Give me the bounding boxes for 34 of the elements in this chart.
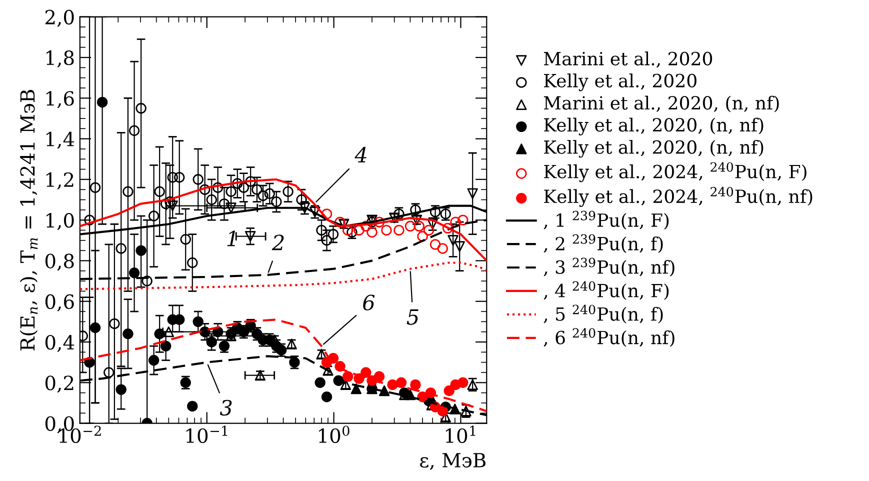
legend-label: , 3 $^{239}$Pu(n, nf) bbox=[544, 258, 674, 276]
annotation: 5 bbox=[406, 309, 418, 325]
y-tick-label: 1,4 bbox=[46, 132, 74, 149]
x-tick-label: 10$^{1}$ bbox=[446, 426, 476, 444]
y-axis-title: R(E$_{n}$, ε), T$_{m}$ = 1,4241 МэВ bbox=[20, 90, 38, 350]
legend-label: Kelly et al., 2024, $^{240}$Pu(n, nf) bbox=[544, 186, 812, 207]
annotation: 3 bbox=[220, 400, 232, 416]
y-tick-label: 1,2 bbox=[46, 172, 74, 190]
legend-label: , 5 $^{240}$Pu(n, f) bbox=[544, 304, 663, 324]
y-tick-label: 0,6 bbox=[45, 294, 74, 312]
annotation: 1 bbox=[227, 230, 235, 246]
annotation: 2 bbox=[272, 234, 284, 250]
legend-label: Marini et al., 2020 bbox=[544, 51, 712, 68]
legend-label: , 2 $^{239}$Pu(n, f) bbox=[544, 234, 663, 254]
legend-label: Kelly et al., 2020 bbox=[544, 73, 696, 92]
y-tick-label: 0,2 bbox=[45, 376, 74, 393]
y-tick-label: 0,4 bbox=[45, 334, 74, 352]
legend-label: Kelly et al., 2024, $^{240}$Pu(n, F) bbox=[544, 162, 806, 182]
y-tick-label: 2,0 bbox=[45, 10, 74, 27]
x-axis-title: ε, МэВ bbox=[420, 453, 486, 470]
legend-label: , 6 $^{240}$Pu(n, nf) bbox=[544, 328, 674, 347]
y-tick-label: 1,6 bbox=[46, 91, 74, 108]
x-tick-label: 10$^{0}$ bbox=[319, 426, 350, 444]
annotation: 6 bbox=[363, 294, 375, 310]
y-tick-label: 1,8 bbox=[46, 50, 74, 68]
legend-label: , 1 $^{239}$Pu(n, F) bbox=[544, 210, 669, 230]
legend-label: Kelly et al., 2020, (n, nf) bbox=[544, 118, 764, 136]
legend-label: Marini et al., 2020, (n, nf) bbox=[544, 96, 779, 112]
legend-label: Kelly et al., 2020, (n, nf) bbox=[544, 140, 764, 158]
annotation: 4 bbox=[354, 146, 366, 162]
x-tick-label: 10$^{−1}$ bbox=[186, 426, 228, 444]
y-tick-label: 1,0 bbox=[46, 213, 74, 230]
legend-label: , 4 $^{240}$Pu(n, F) bbox=[544, 281, 669, 300]
y-tick-label: 0,8 bbox=[45, 254, 74, 271]
